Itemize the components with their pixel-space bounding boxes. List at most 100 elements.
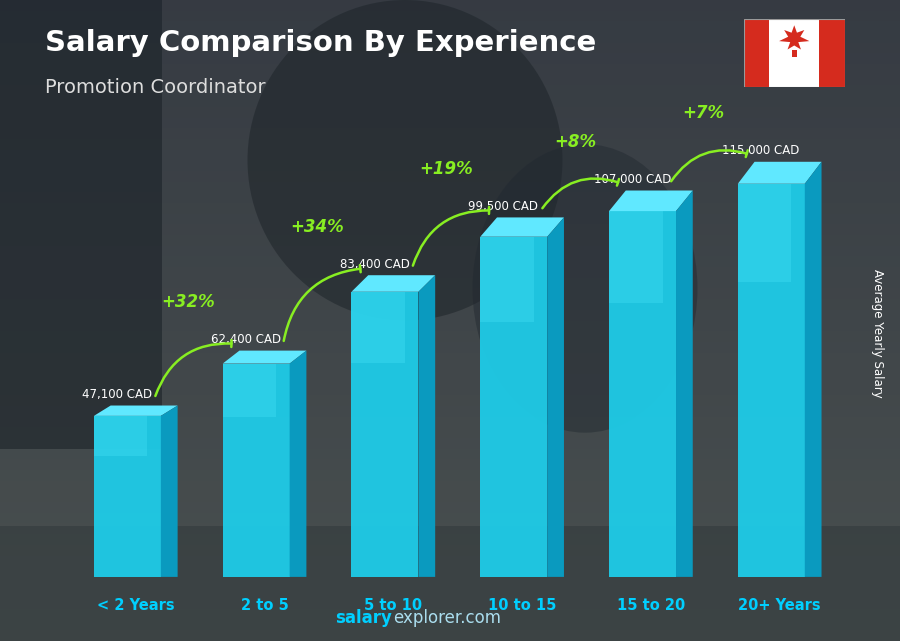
- Bar: [0, 342, 900, 353]
- Polygon shape: [481, 237, 534, 322]
- Bar: [0, 470, 900, 481]
- Bar: [0, 630, 900, 641]
- Bar: [0, 545, 900, 556]
- Polygon shape: [738, 162, 822, 184]
- Text: Average Yearly Salary: Average Yearly Salary: [871, 269, 884, 397]
- Bar: [0, 224, 900, 235]
- Bar: [0, 107, 900, 117]
- Bar: [0, 278, 900, 288]
- Polygon shape: [481, 217, 564, 237]
- Text: +7%: +7%: [682, 104, 725, 122]
- Polygon shape: [779, 25, 809, 49]
- Text: 99,500 CAD: 99,500 CAD: [468, 200, 538, 213]
- Polygon shape: [352, 292, 405, 363]
- Bar: [0, 128, 900, 139]
- Bar: [0, 417, 900, 428]
- Bar: [0, 310, 900, 320]
- Bar: [0, 385, 900, 395]
- Bar: [0, 192, 900, 203]
- Text: Promotion Coordinator: Promotion Coordinator: [45, 78, 266, 97]
- Bar: [0, 566, 900, 577]
- Bar: [0, 526, 900, 641]
- Bar: [820, 19, 845, 87]
- Bar: [0, 288, 900, 299]
- Polygon shape: [676, 190, 693, 577]
- Text: salary: salary: [335, 609, 392, 627]
- Bar: [0, 117, 900, 128]
- Text: 2 to 5: 2 to 5: [240, 597, 288, 613]
- Bar: [0, 299, 900, 310]
- Polygon shape: [161, 406, 177, 577]
- Bar: [0, 492, 900, 502]
- Bar: [743, 19, 769, 87]
- Bar: [0, 235, 900, 246]
- Polygon shape: [792, 49, 796, 57]
- Text: 5 to 10: 5 to 10: [364, 597, 422, 613]
- Bar: [0, 374, 900, 385]
- Bar: [0, 181, 900, 192]
- Bar: [0, 246, 900, 256]
- Bar: [0, 513, 900, 524]
- Bar: [0, 213, 900, 224]
- Text: explorer.com: explorer.com: [393, 609, 501, 627]
- Bar: [0, 588, 900, 598]
- Bar: [0, 43, 900, 53]
- Polygon shape: [94, 416, 148, 456]
- Bar: [0, 353, 900, 363]
- Bar: [0, 267, 900, 278]
- Polygon shape: [222, 351, 306, 363]
- Text: Salary Comparison By Experience: Salary Comparison By Experience: [45, 29, 596, 57]
- Polygon shape: [738, 184, 805, 577]
- Bar: [769, 19, 820, 87]
- Bar: [0, 0, 162, 449]
- Bar: [0, 53, 900, 64]
- Text: 83,400 CAD: 83,400 CAD: [339, 258, 410, 271]
- Polygon shape: [222, 363, 276, 417]
- Polygon shape: [609, 211, 676, 577]
- Bar: [0, 556, 900, 566]
- Bar: [0, 320, 900, 331]
- Bar: [0, 406, 900, 417]
- Bar: [0, 11, 900, 21]
- Text: 15 to 20: 15 to 20: [616, 597, 685, 613]
- Text: 107,000 CAD: 107,000 CAD: [593, 173, 670, 186]
- Text: 10 to 15: 10 to 15: [488, 597, 556, 613]
- Bar: [0, 160, 900, 171]
- Polygon shape: [805, 162, 822, 577]
- Bar: [0, 21, 900, 32]
- Text: 62,400 CAD: 62,400 CAD: [211, 333, 281, 346]
- Text: < 2 Years: < 2 Years: [97, 597, 175, 613]
- Bar: [0, 438, 900, 449]
- Polygon shape: [418, 275, 436, 577]
- Bar: [0, 0, 900, 11]
- Polygon shape: [94, 406, 177, 416]
- Polygon shape: [738, 184, 791, 282]
- Bar: [0, 85, 900, 96]
- Bar: [0, 534, 900, 545]
- Bar: [0, 256, 900, 267]
- Bar: [0, 363, 900, 374]
- Ellipse shape: [248, 0, 562, 320]
- Bar: [0, 331, 900, 342]
- Bar: [0, 75, 900, 85]
- Bar: [0, 203, 900, 213]
- Polygon shape: [352, 292, 419, 577]
- Bar: [0, 449, 900, 460]
- Bar: [0, 139, 900, 149]
- Bar: [0, 460, 900, 470]
- Polygon shape: [94, 416, 161, 577]
- Bar: [0, 395, 900, 406]
- Bar: [0, 64, 900, 75]
- Text: +34%: +34%: [291, 218, 344, 236]
- Bar: [0, 524, 900, 534]
- Polygon shape: [547, 217, 564, 577]
- Bar: [0, 481, 900, 492]
- Text: +32%: +32%: [162, 293, 215, 311]
- Bar: [0, 149, 900, 160]
- Bar: [0, 620, 900, 630]
- Text: 47,100 CAD: 47,100 CAD: [82, 388, 152, 401]
- Bar: [0, 96, 900, 107]
- Bar: [0, 598, 900, 609]
- Text: 115,000 CAD: 115,000 CAD: [723, 144, 800, 157]
- Ellipse shape: [472, 144, 698, 433]
